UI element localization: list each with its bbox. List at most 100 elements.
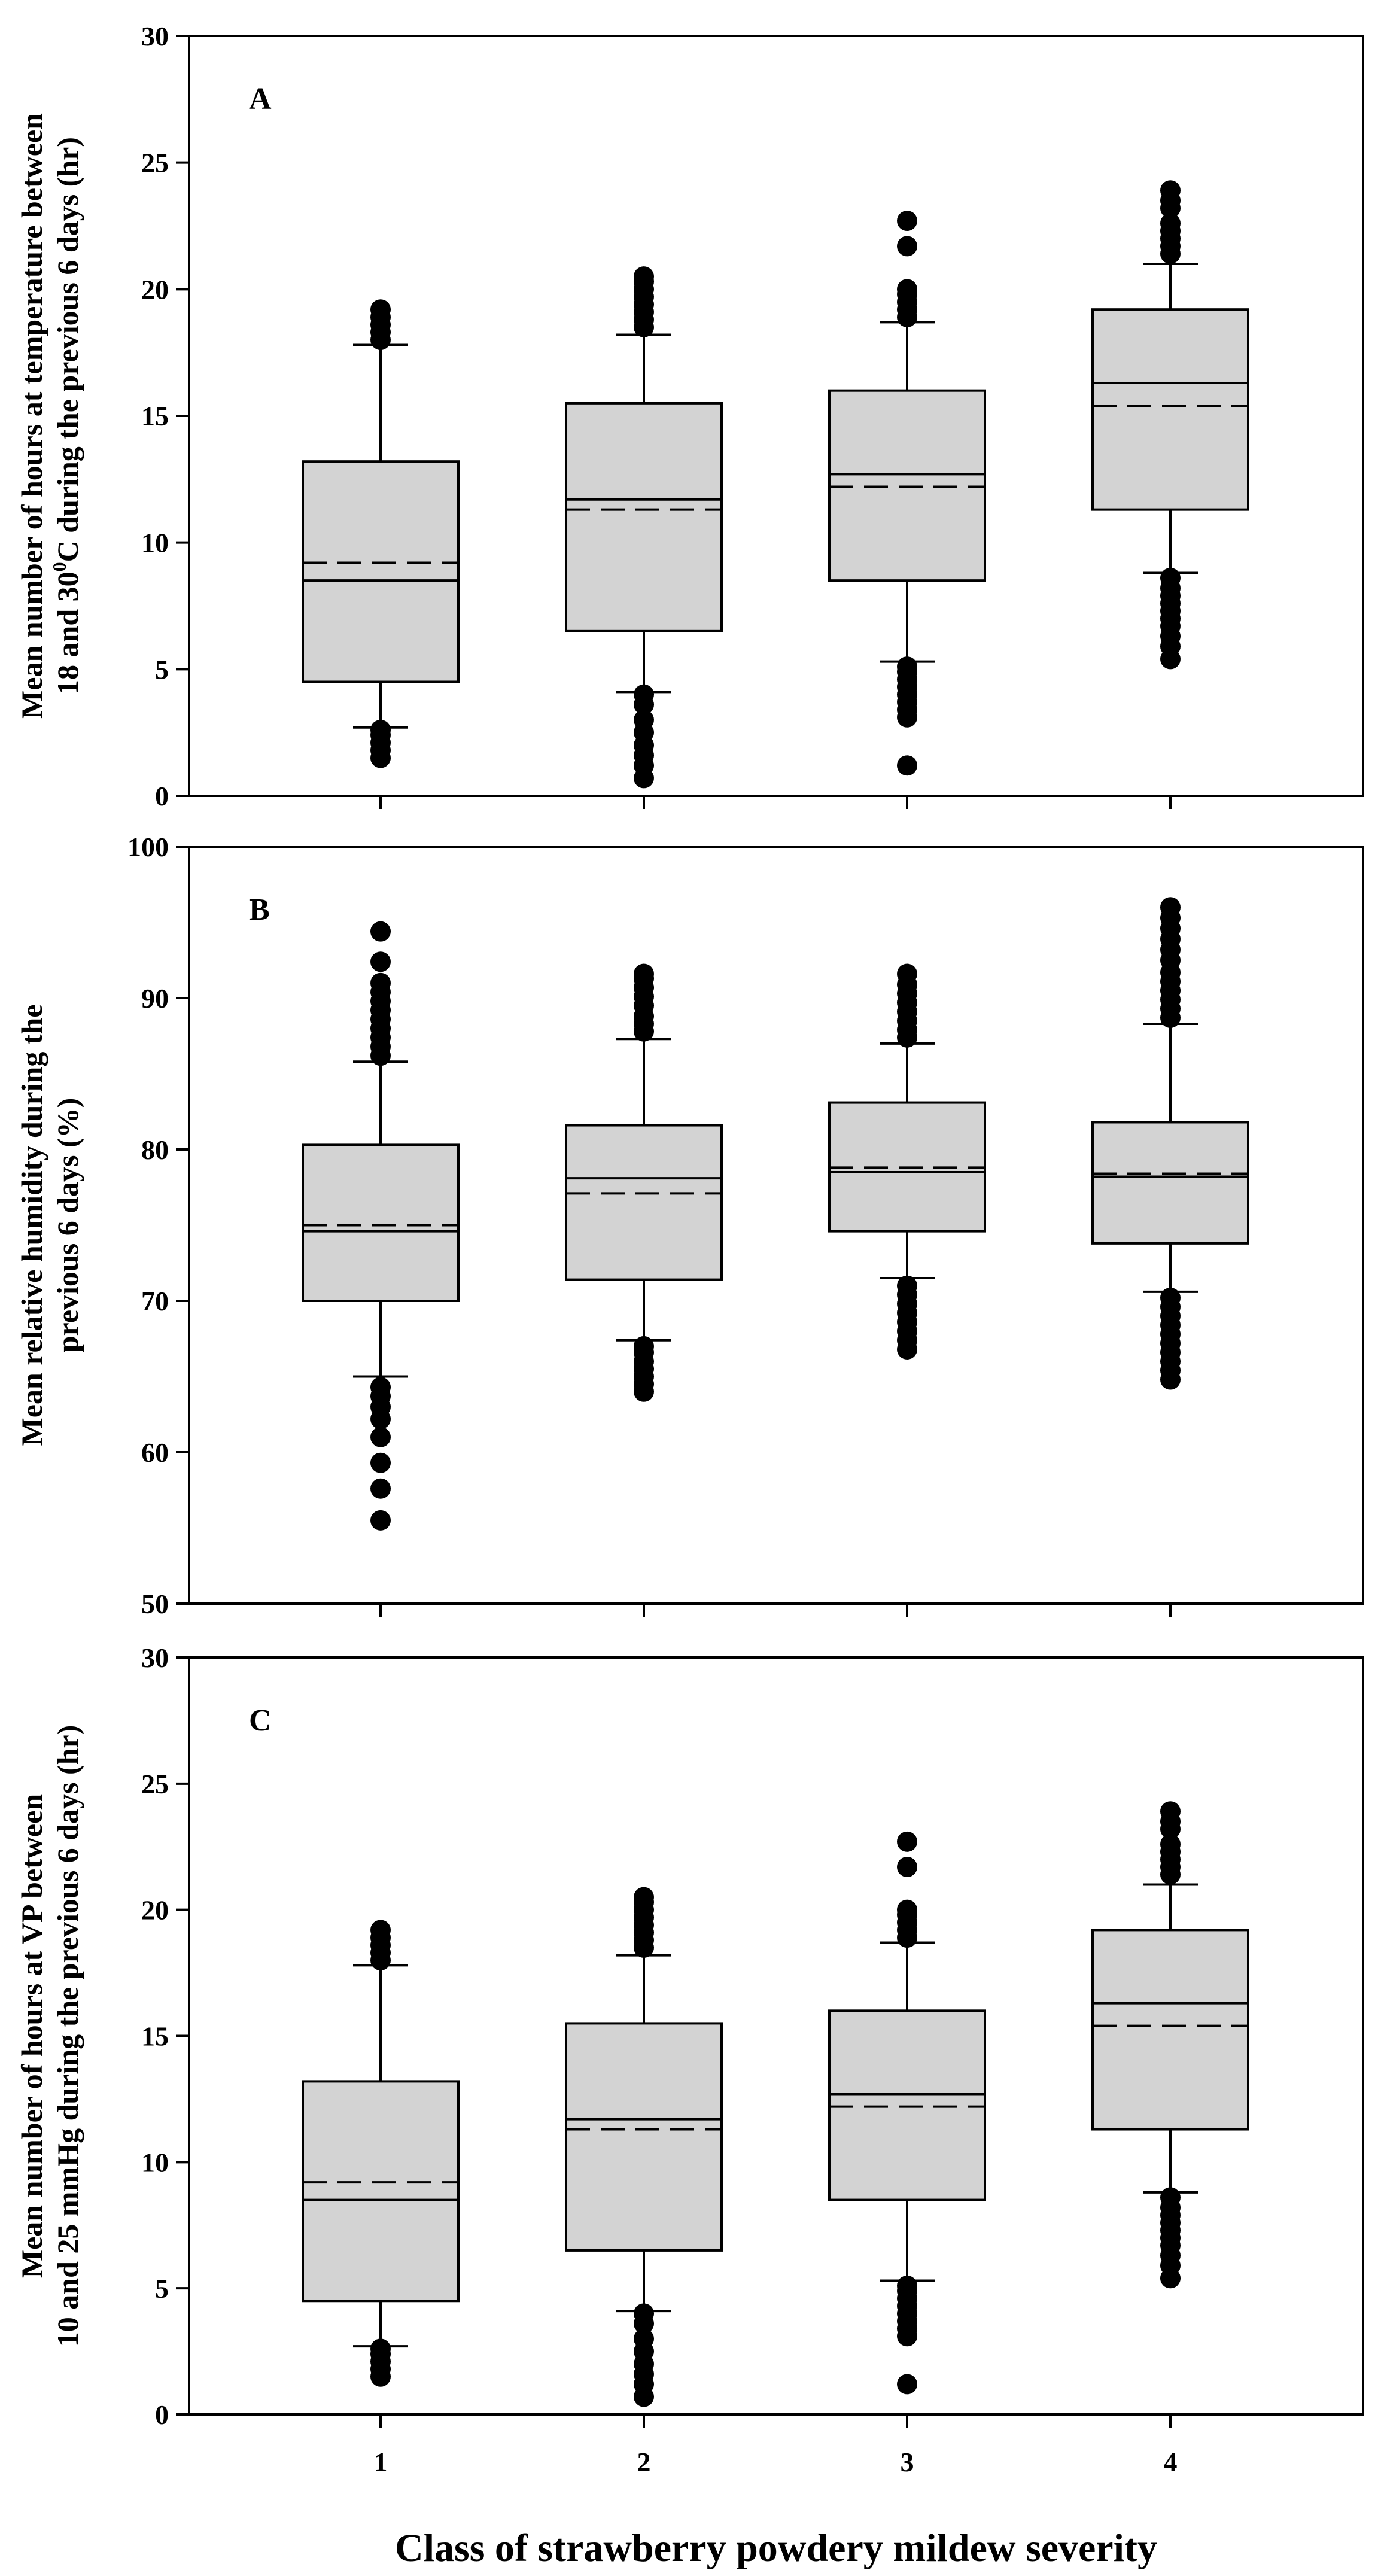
box-iqr bbox=[1091, 1929, 1249, 2131]
outlier-point bbox=[897, 1275, 917, 1296]
plot-frame bbox=[188, 846, 1364, 1605]
outlier-point bbox=[897, 1856, 917, 1877]
outlier-point bbox=[897, 279, 917, 300]
box-iqr bbox=[302, 2080, 460, 2303]
y-tick-label: 10 bbox=[141, 528, 169, 558]
box-iqr bbox=[828, 2009, 986, 2201]
outlier-point bbox=[370, 1510, 391, 1531]
outlier-point bbox=[897, 2374, 917, 2395]
y-axis-label-line-2: previous 6 days (%) bbox=[51, 1098, 84, 1353]
outlier-point bbox=[1160, 1801, 1181, 1822]
outlier-point bbox=[1160, 567, 1181, 588]
box-4 bbox=[1091, 897, 1249, 1390]
chart-panel-a: 0 5 10 15 20 25 30 A Mean number of hours at tem… bbox=[15, 21, 1364, 811]
box-4 bbox=[1091, 180, 1249, 670]
outlier-point bbox=[897, 2275, 917, 2296]
y-axis-label-line-1: Mean relative humidity during the bbox=[15, 1005, 48, 1446]
outlier-point bbox=[370, 719, 391, 740]
box-iqr bbox=[1091, 1121, 1249, 1245]
outlier-point bbox=[370, 1427, 391, 1447]
outlier-point bbox=[1160, 1287, 1181, 1308]
outlier-point bbox=[634, 2303, 654, 2324]
outlier-point bbox=[370, 1377, 391, 1398]
box-iqr bbox=[565, 1124, 723, 1281]
box-iqr bbox=[302, 460, 460, 683]
y-tick-label: 30 bbox=[141, 21, 169, 51]
outlier-point bbox=[1160, 180, 1181, 201]
outlier-point bbox=[897, 656, 917, 677]
outlier-point bbox=[634, 266, 654, 287]
outlier-point bbox=[370, 921, 391, 942]
box-1 bbox=[302, 299, 460, 768]
y-tick-label: 15 bbox=[141, 2021, 169, 2052]
box-iqr bbox=[1091, 308, 1249, 511]
y-axis-label-line-1: Mean number of hours at VP between bbox=[15, 1794, 48, 2278]
outlier-point bbox=[370, 1920, 391, 1941]
outlier-point bbox=[634, 684, 654, 705]
box-iqr bbox=[828, 1101, 986, 1233]
y-tick-label: 30 bbox=[141, 1643, 169, 1673]
y-axis-label-part: 18 and 30 bbox=[51, 571, 84, 695]
box-3 bbox=[828, 1831, 986, 2395]
outlier-point bbox=[370, 1452, 391, 1473]
box-3 bbox=[828, 211, 986, 776]
outlier-point bbox=[897, 211, 917, 232]
outlier-point bbox=[1160, 1834, 1181, 1855]
y-tick-label: 25 bbox=[141, 1769, 169, 1799]
box-1 bbox=[302, 921, 460, 1531]
box-2 bbox=[565, 963, 723, 1402]
box-1 bbox=[302, 1920, 460, 2387]
y-axis-label-line-1: Mean number of hours at temperature betw… bbox=[15, 113, 48, 719]
outlier-point bbox=[370, 1478, 391, 1499]
y-tick-label: 20 bbox=[141, 274, 169, 305]
outlier-point bbox=[1160, 213, 1181, 234]
box-3 bbox=[828, 963, 986, 1360]
outlier-point bbox=[634, 963, 654, 984]
outlier-point bbox=[370, 951, 391, 972]
outlier-point bbox=[897, 963, 917, 984]
outlier-point bbox=[897, 1899, 917, 1920]
outlier-point bbox=[897, 755, 917, 776]
outlier-point bbox=[897, 1831, 917, 1852]
y-tick-label: 15 bbox=[141, 401, 169, 431]
outlier-point bbox=[370, 972, 391, 993]
y-tick-label: 80 bbox=[141, 1135, 169, 1165]
y-tick-label: 0 bbox=[155, 781, 169, 811]
outlier-point bbox=[634, 710, 654, 730]
x-tick-label: 1 bbox=[374, 2447, 388, 2477]
outlier-point bbox=[370, 2338, 391, 2359]
outlier-point bbox=[634, 1887, 654, 1908]
box-2 bbox=[565, 266, 723, 789]
y-tick-label: 5 bbox=[155, 654, 169, 685]
outlier-point bbox=[370, 299, 391, 320]
y-axis-label-superscript: 0 bbox=[48, 562, 70, 571]
y-tick-label: 20 bbox=[141, 1895, 169, 1926]
chart-panel-b: 50 60 70 80 90 100 B Mean relative humidity dur… bbox=[15, 832, 1364, 1619]
y-tick-label: 90 bbox=[141, 983, 169, 1014]
panel-letter: B bbox=[249, 893, 270, 927]
panel-letter: A bbox=[249, 82, 272, 116]
y-tick-label: 25 bbox=[141, 148, 169, 178]
box-iqr bbox=[565, 2022, 723, 2252]
y-tick-label: 50 bbox=[141, 1589, 169, 1619]
box-2 bbox=[565, 1887, 723, 2407]
y-axis-label-line-2: 10 and 25 mmHg during the previous 6 day… bbox=[51, 1725, 84, 2347]
x-tick-label: 2 bbox=[637, 2447, 651, 2477]
outlier-point bbox=[634, 1336, 654, 1357]
y-tick-label: 100 bbox=[127, 832, 169, 862]
box-4 bbox=[1091, 1801, 1249, 2289]
box-iqr bbox=[565, 402, 723, 632]
outlier-point bbox=[634, 2328, 654, 2349]
y-axis-label-part: C during the previous 6 days (hr) bbox=[51, 137, 84, 562]
x-tick-label: 4 bbox=[1164, 2447, 1178, 2477]
x-tick-label: 3 bbox=[901, 2447, 914, 2477]
y-axis-label-line-2: 18 and 300C during the previous 6 days (… bbox=[48, 137, 84, 695]
outlier-point bbox=[897, 236, 917, 257]
box-iqr bbox=[302, 1143, 460, 1303]
panel-letter: C bbox=[249, 1704, 272, 1738]
x-axis-label: Class of strawberry powdery mildew sever… bbox=[395, 2526, 1157, 2570]
outlier-point bbox=[1160, 2187, 1181, 2208]
chart-panel-c: 0 5 10 15 20 25 30 1 2 3 4 C Mean number of hours at… bbox=[15, 1643, 1364, 2477]
